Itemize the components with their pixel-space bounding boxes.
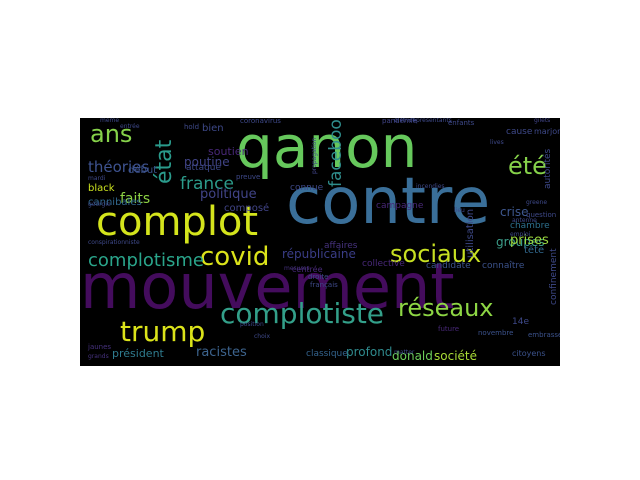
word: collective [362, 259, 405, 269]
word: jaunes [88, 343, 112, 351]
word: groupes [496, 235, 545, 249]
word: lieu [454, 207, 465, 214]
word: crise [500, 205, 529, 219]
word: citoyens [512, 349, 546, 358]
word: trump [120, 315, 206, 348]
word: complot [96, 199, 259, 245]
word: lives [490, 139, 504, 146]
word: soutien [208, 145, 249, 158]
word: emploi [510, 231, 531, 238]
word: utilisation [465, 208, 476, 258]
word: novembre [478, 329, 514, 337]
word: choix [254, 333, 270, 340]
word: bien [202, 123, 224, 134]
word: marjorie [534, 127, 560, 136]
word: géorgie [88, 201, 111, 208]
word: conspirationniste [88, 239, 140, 246]
word: chambre [510, 221, 550, 231]
word: mesures [284, 265, 310, 272]
word: complotisme [88, 250, 204, 271]
word: classique [306, 349, 348, 359]
word: racistes [196, 345, 247, 360]
word: société [434, 349, 477, 363]
word: affaires [324, 241, 358, 251]
word: campagne [376, 201, 424, 211]
word: faits [120, 191, 151, 207]
word: covid [200, 242, 270, 272]
word: profond [346, 345, 393, 359]
word: mouvement [80, 250, 455, 323]
word: connue [290, 183, 324, 193]
word: complotiste [220, 297, 385, 330]
word: black [88, 183, 115, 194]
word: même [100, 118, 120, 124]
word: théories [88, 158, 150, 176]
word: confinement [549, 248, 559, 305]
word: centrée [292, 265, 323, 274]
word: français [310, 281, 338, 289]
word: début [128, 165, 158, 176]
word: poutine [184, 155, 230, 169]
word: prises [510, 233, 549, 248]
word: président [112, 347, 164, 360]
word: républicaine [282, 247, 356, 261]
word: qanon [236, 118, 418, 181]
word: future [438, 325, 460, 333]
word: tête [524, 245, 545, 256]
word: hold [184, 123, 200, 131]
word: entrée [120, 123, 140, 130]
word: mardi [88, 175, 106, 182]
word-cloud: mouvement contre qanon complot complotis… [80, 118, 560, 366]
word: embrassé [528, 331, 560, 339]
word: pandémie [382, 118, 417, 125]
word: matter [394, 349, 415, 356]
word: représentants [410, 118, 452, 124]
word: grands [88, 353, 109, 360]
word: autorités [543, 148, 553, 189]
word: 14e [512, 317, 529, 327]
word: réseaux [398, 294, 494, 322]
word: antenne [512, 217, 537, 224]
word: état [152, 139, 177, 184]
word: attaqué [186, 163, 222, 173]
word: politique [200, 187, 257, 202]
word: cannibales [88, 197, 142, 208]
word: enfants [448, 119, 475, 127]
word: preuve [236, 173, 261, 181]
word: cause [506, 127, 533, 137]
word: france [180, 174, 234, 194]
word: droite [308, 273, 329, 281]
word: connaître [482, 261, 525, 271]
word: propagation [311, 137, 318, 174]
word: donald [392, 349, 433, 363]
word: sociaux [390, 240, 482, 268]
word: été [508, 152, 547, 180]
word: position [240, 321, 264, 328]
word: question [526, 211, 557, 219]
word: facebook [326, 118, 346, 187]
word: greene [526, 199, 548, 206]
word: candidate [426, 261, 471, 271]
word: incendies [416, 183, 445, 190]
word: ans [90, 120, 133, 148]
word: coronavirus [240, 118, 281, 125]
word: district [394, 118, 415, 124]
word: gilets [534, 118, 551, 124]
word: composé [224, 203, 270, 214]
word: contre [286, 165, 491, 239]
